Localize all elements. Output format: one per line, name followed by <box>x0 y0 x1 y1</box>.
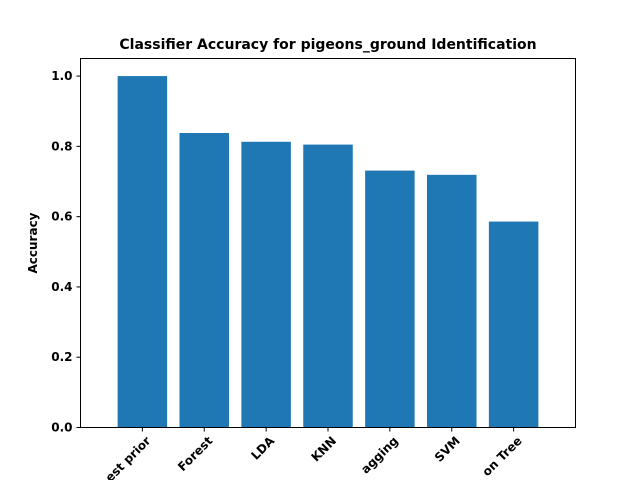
chart-title: Classifier Accuracy for pigeons_ground I… <box>119 37 536 53</box>
bar-3 <box>303 144 353 428</box>
y-axis-ticks: 0.0 0.2 0.4 0.6 0.8 1.0 <box>51 69 81 435</box>
y-tick-label-1: 0.2 <box>51 350 72 364</box>
y-axis-label: Accuracy <box>26 212 40 273</box>
y-tick-label-4: 0.8 <box>51 139 72 153</box>
bar-5 <box>427 174 477 428</box>
bar-2 <box>241 141 291 428</box>
bars-group <box>117 76 539 428</box>
bar-1 <box>179 133 229 428</box>
y-tick-label-2: 0.4 <box>51 280 72 294</box>
plot-frame <box>80 58 576 428</box>
bar-0 <box>117 76 168 428</box>
bar-6 <box>488 221 539 428</box>
bar-4 <box>365 170 415 428</box>
y-tick-label-0: 0.0 <box>51 421 72 435</box>
y-tick-label-5: 1.0 <box>51 69 72 83</box>
y-tick-label-3: 0.6 <box>51 210 72 224</box>
